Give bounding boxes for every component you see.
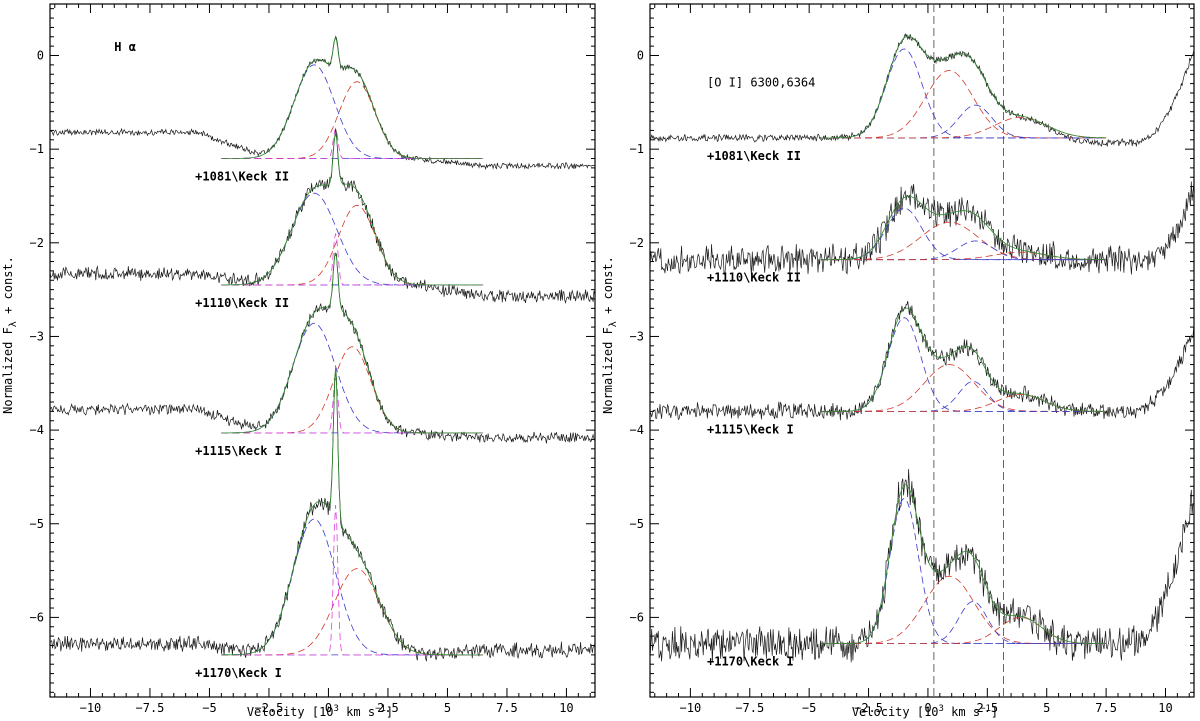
fit-component-blue — [221, 192, 484, 286]
y-tick-label: −3 — [30, 329, 44, 343]
fit-component-blue — [821, 240, 1107, 261]
observed-spectrum — [649, 468, 1194, 663]
panel-h-alpha: −10 −7.5 −5 −2.5 0 2.5 5 7.5 10 0 −1 −2 −3 −4 −5 −6 H α +… — [30, 3, 596, 715]
panel-title: [O I] 6300,6364 — [707, 75, 815, 89]
x-tick-label: −10 — [80, 701, 102, 715]
fit-component-red — [221, 81, 484, 159]
y-axis-label-left: Normalized Fλ + const. — [1, 256, 19, 414]
fit-component-red — [821, 617, 1107, 644]
fit-component-blue — [821, 48, 1107, 139]
x-tick-label: −10 — [680, 701, 702, 715]
epoch-label: +1115\Keck I — [707, 422, 794, 436]
x-tick-label: −2.5 — [254, 701, 283, 715]
fit-total-model — [221, 36, 483, 159]
fit-component-narrow — [221, 376, 484, 434]
x-tick-label: −7.5 — [136, 701, 165, 715]
fit-component-blue — [821, 317, 1107, 412]
x-tick-label: 0 — [924, 701, 931, 715]
x-axis-label-left: Velocity [103 km s−1] — [247, 704, 393, 719]
x-tick-label: 0 — [325, 701, 332, 715]
y-tick-label: −4 — [30, 423, 44, 437]
fit-component-blue — [821, 104, 1107, 139]
spectrum-3: +1115\Keck I — [649, 301, 1195, 436]
x-tick-label: 7.5 — [1095, 701, 1117, 715]
fit-component-blue — [221, 64, 484, 159]
x-tick-label: −2.5 — [854, 701, 883, 715]
observed-spectrum — [49, 252, 596, 444]
spectrum-3: +1115\Keck I — [49, 252, 596, 458]
x-tick-label: 7.5 — [496, 701, 518, 715]
fit-component-blue — [821, 207, 1107, 261]
x-tick-label: −5 — [802, 701, 816, 715]
fit-total-model — [821, 484, 1106, 644]
fit-component-blue — [221, 322, 484, 434]
fit-component-red — [221, 568, 484, 656]
fit-component-blue — [821, 498, 1107, 644]
epoch-label: +1110\Keck II — [707, 271, 801, 285]
observed-spectrum — [649, 32, 1195, 147]
epoch-label: +1170\Keck I — [195, 666, 282, 680]
fit-component-red — [821, 251, 1107, 261]
x-tick-label: 5 — [1043, 701, 1050, 715]
x-tick-label: −5 — [202, 701, 216, 715]
spectrum-1: +1081\Keck II — [649, 32, 1195, 163]
fit-component-red — [221, 204, 484, 286]
epoch-label: +1081\Keck II — [707, 149, 801, 163]
y-tick-label: −4 — [630, 423, 644, 437]
plot-frame — [649, 3, 1195, 698]
x-tick-label: −7.5 — [735, 701, 764, 715]
panel-title: H α — [114, 40, 136, 54]
epoch-label: +1115\Keck I — [195, 444, 282, 458]
x-axis-label-right: Velocity [103 km s−1] — [852, 704, 998, 719]
fit-component-red — [221, 346, 484, 434]
spectrum-2: +1110\Keck II — [49, 129, 596, 310]
y-tick-label: −6 — [630, 610, 644, 624]
spectrum-2: +1110\Keck II — [649, 181, 1195, 285]
y-tick-label: −2 — [630, 236, 644, 250]
panel-oxygen-i: −10 −7.5 −5 −2.5 0 2.5 5 7.5 10 0 −1 −2 −3 −4 −5 −6 [O I… — [630, 3, 1195, 715]
x-tick-label: 5 — [444, 701, 451, 715]
fit-total-model — [821, 35, 1106, 139]
y-tick-label: −1 — [30, 142, 44, 156]
observed-spectrum — [649, 181, 1195, 276]
epoch-label: +1170\Keck I — [707, 655, 794, 669]
fit-total-model — [821, 307, 1106, 412]
spectrum-4: +1170\Keck I — [49, 367, 596, 680]
fit-component-blue — [221, 518, 484, 656]
fit-total-model — [221, 367, 483, 656]
x-tick-label: 10 — [559, 701, 573, 715]
fit-component-red — [821, 221, 1107, 261]
y-tick-label: −5 — [30, 517, 44, 531]
fit-total-model — [221, 133, 483, 286]
y-tick-label: −2 — [30, 236, 44, 250]
spectrum-1: +1081\Keck II — [49, 35, 595, 184]
fit-component-red — [821, 70, 1107, 139]
y-tick-label: −3 — [630, 329, 644, 343]
plot-frame — [49, 3, 596, 698]
y-tick-label: −6 — [30, 610, 44, 624]
epoch-label: +1081\Keck II — [195, 170, 289, 184]
fit-total-model — [821, 195, 1106, 261]
y-tick-label: 0 — [637, 49, 644, 63]
observed-spectrum — [49, 369, 596, 663]
y-tick-label: −5 — [630, 517, 644, 531]
fit-component-red — [821, 116, 1107, 139]
epoch-label: +1110\Keck II — [195, 296, 289, 310]
observed-spectrum — [49, 129, 596, 305]
fit-total-model — [221, 252, 483, 434]
spectrum-4: +1170\Keck I — [649, 468, 1194, 669]
x-tick-label: 10 — [1158, 701, 1172, 715]
x-tick-label: 2.5 — [976, 701, 998, 715]
y-tick-label: 0 — [37, 49, 44, 63]
observed-spectrum — [649, 301, 1195, 421]
y-axis-label-right: Normalized Fλ + const. — [601, 256, 619, 414]
fit-component-narrow — [221, 504, 484, 656]
fit-component-narrow — [221, 233, 484, 286]
observed-spectrum — [49, 35, 595, 171]
x-tick-label: 2.5 — [377, 701, 399, 715]
y-tick-label: −1 — [630, 142, 644, 156]
